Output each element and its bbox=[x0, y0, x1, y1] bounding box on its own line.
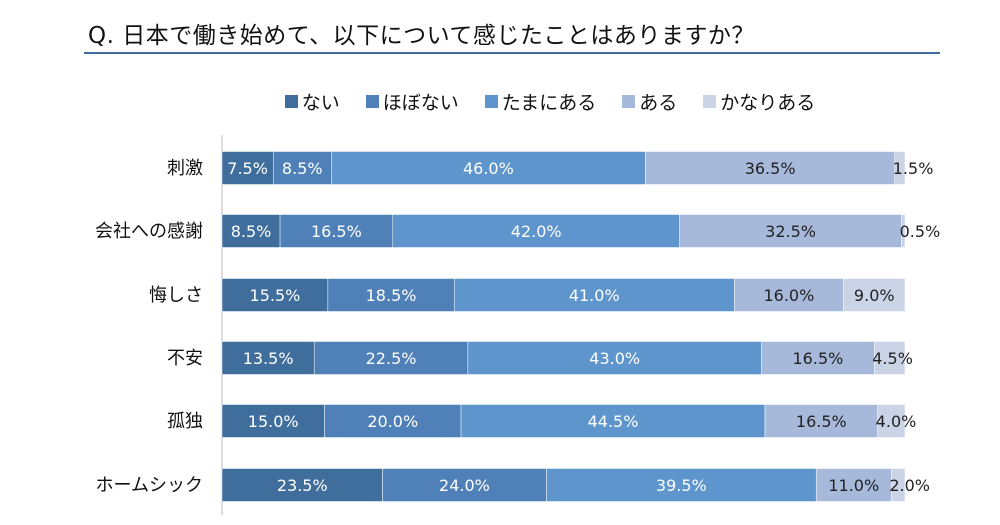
data-label: 20.0% bbox=[367, 412, 418, 431]
bar-segment bbox=[221, 214, 281, 248]
legend-swatch bbox=[284, 95, 298, 108]
legend-item: かなりある bbox=[703, 88, 815, 115]
bar-segment bbox=[327, 278, 455, 312]
bar-segment bbox=[221, 278, 329, 312]
data-label: 8.5% bbox=[231, 222, 272, 241]
data-label: 9.0% bbox=[854, 286, 895, 305]
bar-segment bbox=[901, 214, 906, 248]
category-label: 不安 bbox=[167, 348, 203, 369]
data-label: 7.5% bbox=[227, 159, 268, 178]
bar-segment bbox=[221, 468, 383, 502]
category-label: ホームシック bbox=[96, 475, 203, 496]
data-label: 18.5% bbox=[366, 286, 417, 305]
bar-segment bbox=[679, 214, 902, 248]
chart-title: Q. 日本で働き始めて、以下について感じたことはありますか？ bbox=[88, 23, 755, 49]
legend-swatch bbox=[622, 95, 636, 108]
legend-item: ない bbox=[284, 88, 340, 115]
bar-segment bbox=[734, 278, 844, 312]
data-label: 2.0% bbox=[889, 476, 930, 495]
data-label: 1.5% bbox=[893, 159, 934, 178]
bar-segment bbox=[761, 341, 875, 375]
bar-segment bbox=[877, 404, 906, 438]
bar-segment bbox=[815, 468, 892, 502]
legend-label: ある bbox=[639, 92, 678, 114]
bar-segment bbox=[392, 214, 680, 248]
bar-segment bbox=[279, 214, 393, 248]
data-label: 23.5% bbox=[277, 476, 328, 495]
legend-item: ある bbox=[622, 88, 677, 115]
data-label: 42.0% bbox=[511, 222, 562, 241]
legend-label: ほぼない bbox=[382, 92, 459, 114]
bar-segment bbox=[313, 341, 469, 375]
data-label: 4.0% bbox=[876, 412, 917, 431]
category-label: 会社への感謝 bbox=[95, 221, 203, 242]
title-underline bbox=[84, 52, 940, 54]
legend-swatch bbox=[703, 95, 717, 108]
legend-swatch bbox=[484, 95, 498, 108]
data-label: 13.5% bbox=[243, 349, 294, 368]
data-label: 46.0% bbox=[463, 159, 514, 178]
data-label: 43.0% bbox=[589, 349, 640, 368]
data-label: 22.5% bbox=[366, 349, 417, 368]
bar-segment bbox=[324, 404, 462, 438]
category-label: 孤独 bbox=[167, 411, 203, 432]
data-label: 39.5% bbox=[656, 476, 707, 495]
data-label: 16.5% bbox=[793, 349, 844, 368]
data-label: 15.0% bbox=[248, 412, 299, 431]
bar-segment bbox=[546, 468, 817, 502]
data-label: 16.5% bbox=[311, 222, 362, 241]
legend-item: ほぼない bbox=[365, 88, 459, 115]
data-label: 36.5% bbox=[745, 159, 796, 178]
data-label: 24.0% bbox=[439, 476, 490, 495]
data-label: 16.0% bbox=[763, 286, 814, 305]
bar-segment bbox=[843, 278, 906, 312]
legend-label: たまにある bbox=[501, 92, 597, 114]
bar-segment bbox=[221, 404, 325, 438]
data-label: 0.5% bbox=[900, 222, 941, 241]
bar-segment bbox=[764, 404, 878, 438]
bar-segment bbox=[453, 278, 735, 312]
legend-label: ない bbox=[301, 92, 340, 114]
data-label: 41.0% bbox=[569, 286, 620, 305]
category-label: 刺激 bbox=[167, 158, 203, 179]
bar-segment bbox=[467, 341, 762, 375]
data-label: 4.5% bbox=[872, 349, 913, 368]
bar-segment bbox=[221, 341, 315, 375]
data-label: 44.5% bbox=[588, 412, 639, 431]
bar-segment bbox=[874, 341, 906, 375]
bar-segment bbox=[331, 151, 646, 185]
legend-swatch bbox=[365, 95, 379, 108]
bar-segment bbox=[460, 404, 766, 438]
category-label: 悔しさ bbox=[149, 285, 203, 306]
data-label: 16.5% bbox=[796, 412, 847, 431]
data-label: 32.5% bbox=[765, 222, 816, 241]
data-label: 11.0% bbox=[828, 476, 879, 495]
data-label: 15.5% bbox=[250, 286, 301, 305]
legend: ない ほぼない たまにある ある かなりある bbox=[0, 88, 1000, 115]
bar-segment bbox=[645, 151, 896, 185]
bar-segment bbox=[894, 151, 906, 185]
data-label: 8.5% bbox=[282, 159, 323, 178]
legend-label: かなりある bbox=[720, 92, 816, 114]
legend-item: たまにある bbox=[484, 88, 597, 115]
bar-segment bbox=[382, 468, 547, 502]
bar-segment bbox=[891, 468, 906, 502]
